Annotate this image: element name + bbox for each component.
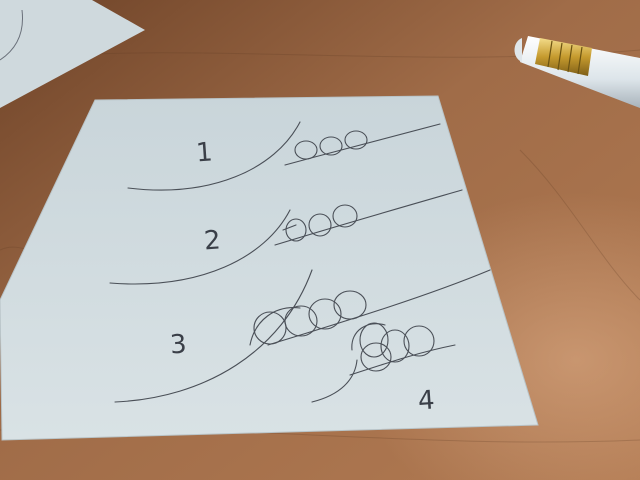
- sketch-2-circle: [285, 218, 307, 242]
- sketch-1-baseline: [284, 123, 441, 166]
- sketch-label-3: 3: [168, 329, 188, 361]
- sketch-1-circle: [319, 136, 343, 156]
- sketch-2-circle: [308, 213, 332, 237]
- sketch-1-circle: [294, 140, 318, 160]
- sketch-4-circle: [403, 325, 435, 357]
- sketch-3-circle: [333, 290, 367, 320]
- sketch-2-baseline: [274, 189, 463, 246]
- sketch-1-curve: [127, 121, 301, 191]
- sketch-label-4: 4: [416, 385, 436, 417]
- sketch-4-arc: [351, 323, 386, 351]
- sketch-2-curve: [109, 209, 291, 285]
- sketch-label-1: 1: [194, 137, 214, 169]
- sketch-4-circle: [380, 329, 410, 363]
- sketch-2-circle: [332, 204, 358, 228]
- sketch-3-circle: [284, 305, 318, 337]
- sketch-label-2: 2: [202, 225, 222, 257]
- sketch-2-stroke: [282, 224, 297, 231]
- sketch-4-circle: [359, 322, 389, 358]
- sketch-3-curve: [114, 269, 313, 403]
- sketch-1-circle: [344, 130, 368, 150]
- sketch-lines: [109, 121, 491, 403]
- paper-sheet: [0, 95, 539, 441]
- background-sheet: [0, 0, 145, 108]
- sketch-3-circle: [308, 298, 342, 330]
- pencil: [514, 36, 640, 108]
- sketch-4-circle: [360, 342, 392, 372]
- sketch-4-curve: [311, 359, 358, 403]
- sketch-3-circle: [253, 311, 287, 345]
